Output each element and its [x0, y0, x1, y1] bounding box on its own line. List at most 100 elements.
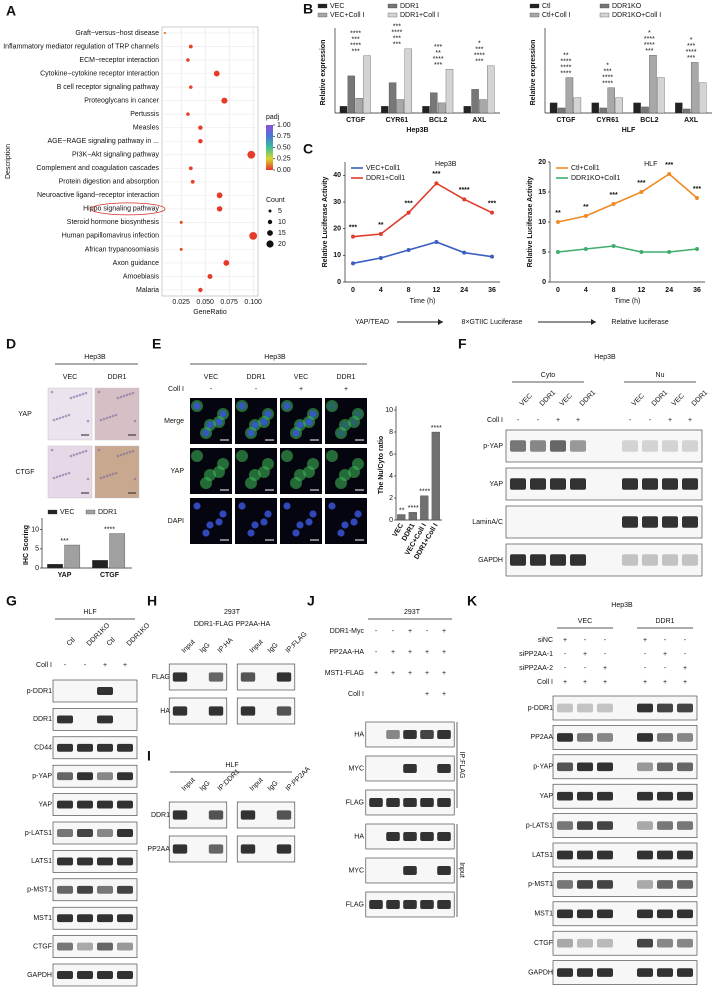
- cell: [258, 466, 270, 478]
- significance: ****: [104, 526, 115, 533]
- band: [637, 938, 653, 948]
- significance: ****: [408, 505, 419, 512]
- significance: **: [583, 204, 589, 211]
- band: [172, 810, 188, 820]
- significance: ****: [644, 42, 655, 49]
- bar: [404, 48, 412, 114]
- band: [57, 743, 73, 752]
- row-label: HA: [354, 731, 364, 738]
- x-tick-label: 0: [351, 287, 355, 294]
- panel-label: J: [307, 593, 315, 609]
- blot-title: Hep3B: [611, 602, 633, 609]
- band: [437, 764, 451, 773]
- blot-frame: [52, 935, 138, 958]
- band: [597, 821, 613, 830]
- treatment-value: +: [663, 679, 667, 686]
- lane-label: IgG: [267, 780, 280, 793]
- legend-tick: 0.50: [277, 144, 291, 151]
- term-label: Complement and coagulation cascades: [36, 165, 159, 172]
- band: [57, 715, 73, 724]
- term-label: Amoebiasis: [123, 273, 160, 280]
- bar: [471, 89, 479, 114]
- legend-label: VEC+Coll1: [366, 165, 401, 172]
- band: [117, 942, 133, 951]
- legend-dot: [267, 219, 273, 225]
- significance: ***: [434, 44, 442, 51]
- band: [577, 850, 593, 860]
- row-label: MYC: [348, 867, 364, 874]
- nucleus: [116, 396, 120, 400]
- band: [637, 821, 653, 830]
- nucleus: [55, 417, 59, 421]
- band: [557, 850, 573, 860]
- band: [657, 850, 673, 860]
- legend-swatch: [317, 3, 328, 9]
- treatment-value: +: [425, 670, 429, 677]
- bar: [607, 87, 615, 114]
- treatment-label: MST1-FLAG: [325, 670, 364, 677]
- x-tick-label: 0.025: [172, 299, 190, 306]
- nucleus: [69, 396, 73, 400]
- treatment-label: siNC: [538, 637, 553, 644]
- nucleus: [309, 510, 317, 518]
- band: [677, 968, 693, 977]
- nucleus: [64, 414, 68, 418]
- nucleus: [64, 472, 68, 476]
- treatment-label: Coll I: [168, 386, 184, 393]
- legend-swatch: [387, 12, 398, 18]
- nucleus: [86, 419, 90, 423]
- band: [208, 706, 224, 716]
- significance: ***: [687, 43, 695, 50]
- band: [657, 821, 673, 830]
- row-label: YAP: [540, 793, 554, 800]
- band: [117, 885, 133, 894]
- band: [577, 762, 593, 772]
- treatment-value: +: [583, 651, 587, 658]
- band: [420, 798, 434, 807]
- band: [557, 791, 573, 801]
- ihc-image: [94, 387, 140, 441]
- nucleus: [328, 502, 336, 510]
- column-label: DDR1: [246, 374, 265, 381]
- bar: [445, 68, 454, 114]
- band: [657, 880, 673, 889]
- significance: ***: [434, 62, 442, 69]
- band: [276, 810, 292, 820]
- treatment-value: +: [683, 665, 687, 672]
- legend-label: 5: [278, 208, 282, 215]
- y-tick-label: 0: [35, 565, 39, 572]
- blot-frame: [52, 736, 138, 760]
- legend-label: Ctl: [542, 3, 551, 10]
- arrow-head: [438, 319, 443, 325]
- panel-label: F: [458, 336, 467, 352]
- blot-frame: [52, 878, 138, 902]
- row-label: p-LATS1: [25, 830, 52, 837]
- treatment-value: -: [584, 665, 587, 672]
- treatment-value: +: [374, 670, 378, 677]
- bar: [47, 564, 63, 569]
- row-label: LATS1: [31, 858, 52, 865]
- band: [657, 733, 673, 742]
- band: [97, 971, 113, 979]
- y-tick-label: 0: [389, 517, 393, 524]
- band: [570, 554, 586, 566]
- nucleus: [260, 418, 268, 426]
- y-tick-label: 5: [542, 249, 546, 256]
- treatment-value: -: [517, 417, 520, 424]
- band: [677, 703, 693, 713]
- point: [639, 250, 644, 254]
- row-label: p-MST1: [528, 881, 553, 888]
- significance: ***: [432, 171, 440, 178]
- band: [437, 730, 451, 739]
- x-tick-label: CTGF: [346, 117, 366, 124]
- band: [530, 478, 546, 490]
- nucleus: [105, 416, 109, 420]
- band: [117, 800, 133, 809]
- point: [434, 181, 439, 186]
- blot-frame: [52, 850, 138, 873]
- significance: *: [478, 41, 481, 48]
- treatment-value: +: [556, 417, 560, 424]
- nucleus: [206, 521, 214, 529]
- dot: [190, 179, 195, 184]
- title: Hep3B: [264, 354, 286, 361]
